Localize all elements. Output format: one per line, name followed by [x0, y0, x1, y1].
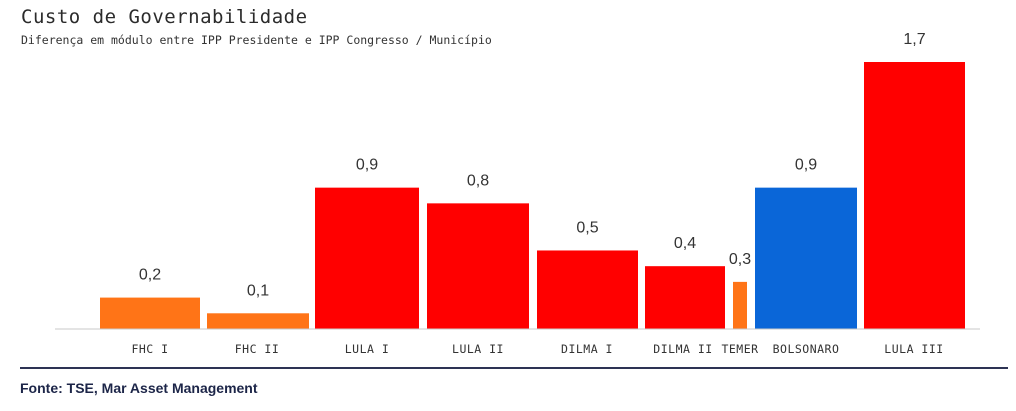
category-label-dilma-i: DILMA I: [561, 342, 613, 356]
category-label-dilma-ii: DILMA II: [653, 342, 712, 356]
category-label-fhc-i: FHC I: [131, 342, 168, 356]
category-label-bolsonaro: BOLSONARO: [773, 342, 840, 356]
value-labels-group: 0,2 0,1 0,9 0,8 0,5 0,4 0,3 0,9 1,7: [139, 31, 926, 299]
bar-dilma-i: [537, 250, 638, 329]
value-label-dilma-i: 0,5: [576, 219, 598, 236]
value-label-bolsonaro: 0,9: [795, 157, 817, 174]
category-label-lula-iii: LULA III: [884, 342, 943, 356]
bar-chart: 0,2 0,1 0,9 0,8 0,5 0,4 0,3 0,9 1,7 FHC I FHC II L…: [55, 31, 980, 356]
chart-subtitle: Diferença em módulo entre IPP Presidente…: [21, 33, 492, 47]
value-label-dilma-ii: 0,4: [674, 235, 696, 252]
source-note: Fonte: TSE, Mar Asset Management: [20, 380, 258, 396]
bar-temer: [733, 281, 747, 329]
value-label-fhc-i: 0,2: [139, 267, 161, 284]
bar-fhc-ii: [207, 313, 309, 329]
value-label-lula-ii: 0,8: [467, 172, 489, 189]
chart-title: Custo de Governabilidade: [21, 6, 308, 28]
category-label-lula-i: LULA I: [345, 342, 390, 356]
bar-dilma-ii: [645, 266, 725, 329]
bar-fhc-i: [100, 297, 200, 329]
category-label-temer: TEMER: [721, 342, 758, 356]
bar-lula-i: [315, 187, 419, 329]
footer-divider: [20, 367, 1008, 369]
value-label-lula-i: 0,9: [356, 157, 378, 174]
category-label-lula-ii: LULA II: [452, 342, 504, 356]
bar-lula-iii: [864, 62, 965, 329]
bars-group: [100, 62, 965, 329]
value-label-temer: 0,3: [729, 251, 751, 268]
value-label-fhc-ii: 0,1: [247, 282, 269, 299]
bar-lula-ii: [427, 203, 529, 329]
category-label-fhc-ii: FHC II: [235, 342, 280, 356]
bar-bolsonaro: [755, 187, 857, 329]
value-label-lula-iii: 1,7: [903, 31, 925, 48]
category-labels-group: FHC I FHC II LULA I LULA II DILMA I DILMA II T…: [131, 342, 943, 356]
